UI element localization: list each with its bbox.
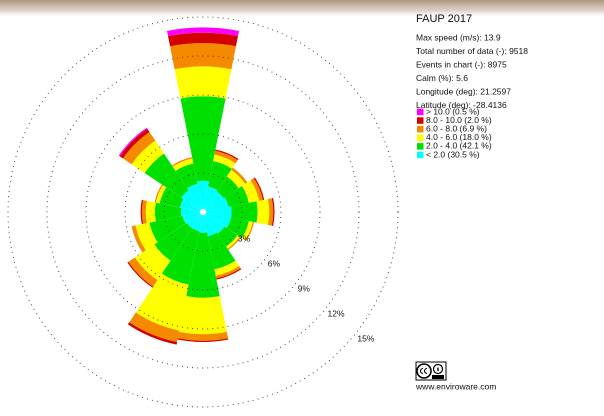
footer-url: www.enviroware.com [415, 381, 496, 391]
rose-segment [175, 66, 232, 98]
chart: 3% 6% 9% 12% 15% FAUP 2017 Max speed (m/s): … [0, 0, 604, 416]
rose-segment [257, 199, 270, 225]
r-tick-label: 12% [328, 309, 345, 319]
legend: > 10.0 (0.5 %)8.0 - 10.0 (2.0 %)6.0 - 8.… [417, 106, 492, 159]
legend-swatch [417, 109, 424, 116]
legend-label: < 2.0 (30.5 %) [426, 149, 480, 159]
map-background [0, 0, 604, 18]
info-block: Max speed (m/s): 13.9 Total number of dat… [416, 32, 528, 110]
legend-swatch [417, 143, 424, 150]
info-line: Max speed (m/s): 13.9 [416, 32, 501, 42]
page: 3% 6% 9% 12% 15% FAUP 2017 Max speed (m/s): … [0, 0, 604, 416]
legend-swatch [417, 152, 424, 159]
legend-swatch [417, 126, 424, 132]
r-tick-label: 6% [268, 258, 281, 268]
legend-swatch [417, 135, 424, 142]
center-dot [200, 209, 206, 215]
rose: 3% 6% 9% 12% 15% [8, 17, 398, 407]
info-line: Events in chart (-): 8975 [416, 59, 507, 69]
license-logo [416, 362, 446, 380]
info-line: Total number of data (-): 9518 [416, 46, 528, 56]
rose-segment [179, 296, 227, 334]
r-tick-label: 15% [357, 334, 374, 344]
legend-swatch [417, 117, 424, 124]
r-tick-label: 9% [298, 283, 311, 293]
info-line: Calm (%): 5.6 [416, 73, 468, 83]
info-line: Longitude (deg): 21.2597 [416, 86, 511, 96]
rose-segment [146, 201, 156, 223]
r-tick-label: 3% [238, 233, 251, 243]
chart-title: FAUP 2017 [416, 13, 472, 25]
